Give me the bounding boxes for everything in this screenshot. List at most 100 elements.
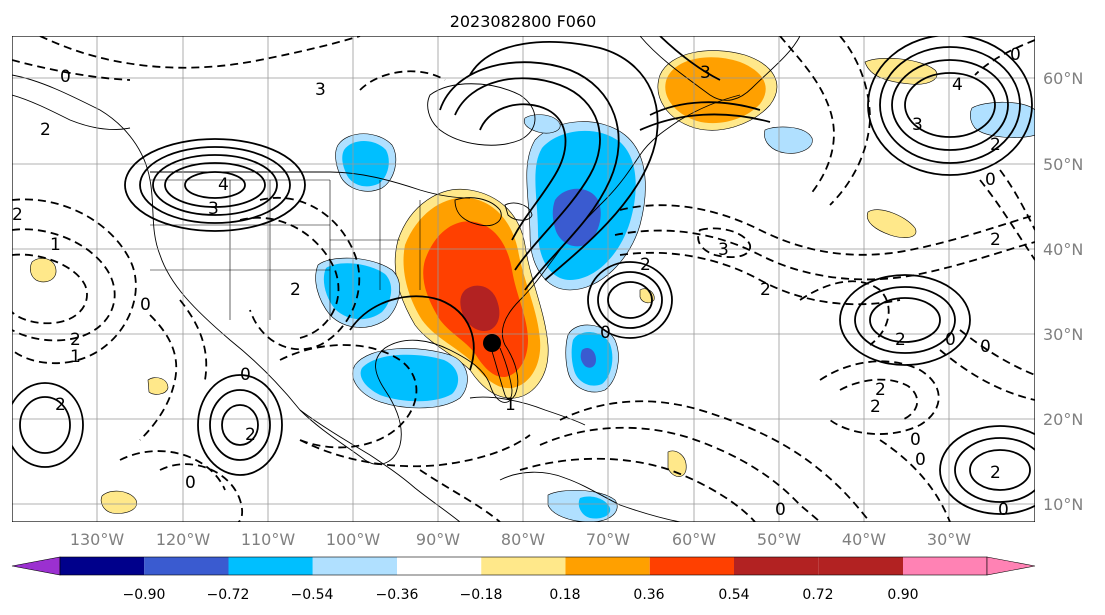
colorbar-tick: 0.72 (802, 587, 833, 603)
svg-text:0: 0 (998, 500, 1009, 520)
colorbar-tick: 0.54 (718, 587, 749, 603)
lat-label: 10°N (1043, 495, 1083, 514)
lon-label: 120°W (156, 530, 211, 549)
svg-text:0: 0 (600, 323, 611, 343)
svg-text:4: 4 (218, 175, 229, 195)
lon-label: 90°W (416, 530, 460, 549)
state-borders (150, 179, 421, 320)
svg-text:0: 0 (60, 67, 71, 87)
svg-text:2: 2 (245, 425, 256, 445)
negative-anomaly-region (764, 126, 813, 154)
lon-label: 110°W (241, 530, 296, 549)
colorbar (11, 556, 1036, 576)
positive-anomaly-region (100, 490, 137, 514)
svg-text:2: 2 (875, 380, 886, 400)
svg-text:0: 0 (140, 295, 151, 315)
cuba-coast (469, 396, 586, 426)
lat-label: 40°N (1043, 240, 1083, 259)
contour-labels: 0 4 3 3 2 2 1 0 2 1 2 0 2 0 2 3 3 2 2 4 … (12, 45, 1021, 520)
colorbar-swatch (649, 557, 734, 575)
positive-anomaly-region (866, 209, 917, 238)
colorbar-tick: −0.18 (460, 587, 503, 603)
svg-text:0: 0 (775, 500, 786, 520)
lon-label: 80°W (501, 530, 545, 549)
svg-text:2: 2 (290, 280, 301, 300)
svg-text:2: 2 (870, 397, 881, 417)
colorbar-tick: 0.90 (887, 587, 918, 603)
svg-text:0: 0 (980, 337, 991, 357)
negative-anomaly-region (580, 348, 596, 368)
lat-label: 30°N (1043, 325, 1083, 344)
lat-label: 50°N (1043, 155, 1083, 174)
svg-text:3: 3 (208, 199, 219, 219)
negative-anomaly-region (578, 496, 611, 519)
svg-text:0: 0 (240, 365, 251, 385)
svg-text:2: 2 (990, 463, 1001, 483)
lon-label: 70°W (586, 530, 630, 549)
lat-label: 60°N (1043, 69, 1083, 88)
svg-text:3: 3 (315, 80, 326, 100)
lon-label: 30°W (927, 530, 971, 549)
svg-text:2: 2 (55, 395, 66, 415)
svg-text:0: 0 (1010, 45, 1021, 65)
colorbar-min-extension (11, 556, 61, 576)
svg-text:2: 2 (40, 120, 51, 140)
svg-text:0: 0 (985, 170, 996, 190)
colorbar-tick: −0.90 (123, 587, 166, 603)
colorbar-max-arrow (986, 556, 1036, 576)
positive-anomaly-region (665, 57, 766, 124)
map-title: 2023082800 F060 (450, 12, 597, 31)
lon-label: 40°W (842, 530, 886, 549)
canada-border (150, 171, 471, 199)
latitude-labels: 60°N 50°N 40°N 30°N 20°N 10°N (1043, 69, 1083, 514)
svg-text:2: 2 (760, 280, 771, 300)
colorbar-swatch (144, 557, 229, 575)
colorbar-tick: −0.54 (291, 587, 334, 603)
svg-text:4: 4 (952, 75, 963, 95)
svg-text:2: 2 (640, 255, 651, 275)
lon-label: 50°W (757, 530, 801, 549)
colorbar-max-extension (818, 557, 903, 575)
svg-text:2: 2 (895, 330, 906, 350)
svg-text:3: 3 (718, 240, 729, 260)
negative-contours (12, 36, 1035, 522)
great-lakes (454, 197, 533, 227)
colorbar-tick: −0.36 (376, 587, 419, 603)
positive-contours (12, 36, 1035, 515)
svg-text:3: 3 (912, 115, 923, 135)
colorbar-tick: −0.72 (207, 587, 250, 603)
colorbar-tick-labels: −0.90 −0.72 −0.54 −0.36 −0.18 0.18 0.36 … (123, 587, 919, 603)
positive-anomaly-region (667, 450, 687, 477)
colorbar-swatch (60, 557, 145, 575)
storm-center-marker (483, 334, 501, 352)
north-america-coastline (12, 74, 741, 465)
svg-text:0: 0 (185, 473, 196, 493)
negative-anomaly-region (523, 114, 561, 134)
shaded-field (30, 50, 1035, 522)
longitude-labels: 130°W 120°W 110°W 100°W 90°W 80°W 70°W 6… (70, 530, 971, 549)
svg-text:1: 1 (70, 347, 81, 367)
svg-text:2: 2 (70, 330, 81, 350)
svg-text:1: 1 (505, 395, 516, 415)
positive-anomaly-region (460, 285, 500, 331)
colorbar-swatch (734, 557, 819, 575)
lon-label: 130°W (70, 530, 125, 549)
svg-text:2: 2 (12, 205, 23, 225)
colorbar-swatch (228, 557, 313, 575)
florida-coast (489, 344, 513, 400)
map-panel: 0 4 3 3 2 2 1 0 2 1 2 0 2 0 2 3 3 2 2 4 … (12, 36, 1035, 522)
lon-label: 60°W (672, 530, 716, 549)
negative-anomaly-region (552, 188, 601, 247)
lat-label: 20°N (1043, 410, 1083, 429)
colorbar-swatch (903, 557, 987, 575)
svg-text:0: 0 (945, 330, 956, 350)
svg-text:0: 0 (915, 450, 926, 470)
south-america-coast (499, 471, 681, 522)
svg-text:2: 2 (990, 135, 1001, 155)
colorbar-swatch (312, 557, 397, 575)
colorbar-tick: 0.18 (549, 587, 580, 603)
colorbar-swatch (481, 557, 566, 575)
positive-anomaly-region (30, 257, 57, 283)
lon-label: 100°W (326, 530, 381, 549)
colorbar-tick: 0.36 (633, 587, 664, 603)
